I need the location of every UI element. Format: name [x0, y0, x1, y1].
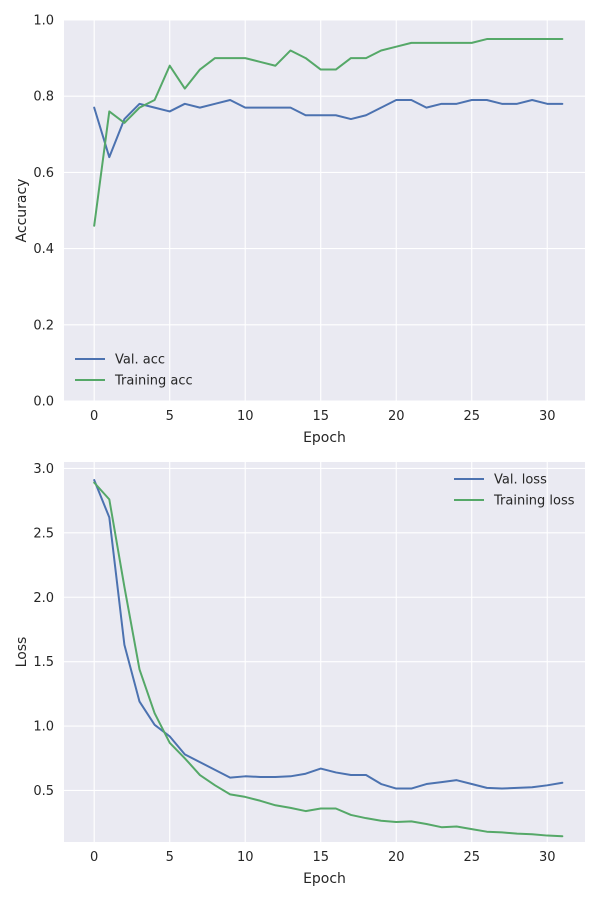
chart-1-x-tick-label: 15	[312, 850, 329, 865]
chart-1-series-line-1	[93, 481, 564, 838]
chart-1-y-axis-label: Loss	[14, 637, 30, 668]
chart-1-plot-area	[64, 462, 585, 842]
chart-1-x-tick-label: 0	[90, 850, 98, 865]
chart-1-legend: Val. loss Training loss	[454, 473, 575, 509]
chart-0-y-tick-label: 0.0	[33, 395, 54, 410]
chart-0-x-tick-label: 0	[90, 409, 98, 424]
chart-1-y-tick-label: 1.0	[33, 720, 54, 735]
chart-0-y-tick-label: 0.2	[33, 318, 54, 333]
chart-0-x-tick-label: 30	[539, 409, 556, 424]
chart-1-x-tick-label: 25	[463, 850, 480, 865]
chart-0-legend-label: Training acc	[114, 374, 193, 389]
chart-0-x-tick-label: 25	[463, 409, 480, 424]
chart-1-x-tick-label: 5	[166, 850, 174, 865]
chart-1-y-tick-label: 2.5	[33, 526, 54, 541]
chart-1-x-tick-label: 20	[388, 850, 405, 865]
chart-1-legend-label: Val. loss	[494, 473, 547, 488]
loss-chart: 0 5 10 15 20 25 30 0.5 1.0 1.5 2.0 2.5 3.0 Epoch Loss V…	[14, 462, 585, 887]
chart-0-plot-area	[64, 20, 585, 401]
chart-0-x-tick-label: 15	[312, 409, 329, 424]
chart-1-y-tick-label: 0.5	[33, 784, 54, 799]
chart-0-x-tick-label: 20	[388, 409, 405, 424]
chart-0-series-line-1	[93, 38, 564, 227]
chart-1-legend-label: Training loss	[493, 494, 575, 509]
chart-0-y-tick-label: 0.4	[33, 242, 54, 257]
chart-1-y-tick-label: 2.0	[33, 591, 54, 606]
chart-0-x-tick-label: 10	[237, 409, 254, 424]
chart-0-x-tick-label: 5	[166, 409, 174, 424]
chart-1-x-tick-label: 10	[237, 850, 254, 865]
chart-1-x-axis-label: Epoch	[303, 871, 346, 887]
chart-1-series-line-0	[93, 479, 564, 790]
chart-0-legend-label: Val. acc	[115, 353, 165, 368]
chart-0-x-axis-label: Epoch	[303, 430, 346, 446]
chart-0-y-axis-label: Accuracy	[14, 179, 30, 243]
chart-0-y-tick-label: 1.0	[33, 14, 54, 29]
chart-1-y-tick-label: 1.5	[33, 655, 54, 670]
chart-0-legend: Val. acc Training acc	[75, 353, 193, 389]
chart-1-x-tick-label: 30	[539, 850, 556, 865]
chart-0-y-tick-label: 0.8	[33, 90, 54, 105]
chart-1-y-tick-label: 3.0	[33, 462, 54, 477]
accuracy-chart: 0 5 10 15 20 25 30 0.0 0.2 0.4 0.6 0.8 1.0 Epoch Accur…	[14, 14, 585, 446]
chart-0-series-line-0	[93, 99, 564, 159]
chart-0-y-tick-label: 0.6	[33, 166, 54, 181]
